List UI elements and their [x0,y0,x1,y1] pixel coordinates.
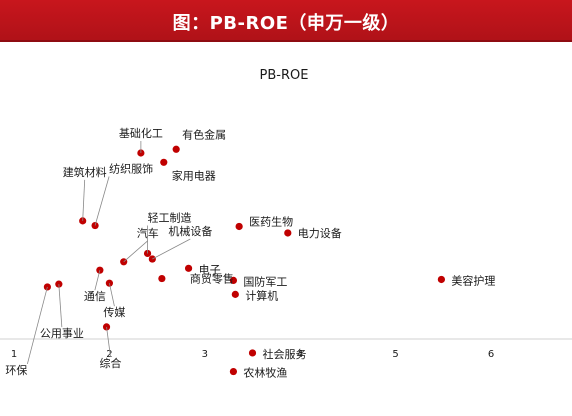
data-point [229,276,238,285]
data-label: 综合 [100,356,122,370]
data-label: 国防军工 [243,274,287,288]
x-tick-label: 2 [106,349,112,360]
x-tick-label: 1 [11,349,17,360]
leader-line [152,238,191,260]
x-tick-label: 6 [488,349,494,360]
data-label: 基础化工 [119,126,163,140]
data-point [184,264,193,272]
data-label: 环保 [5,363,27,377]
data-labels: 煤炭石油石化基础化工有色金属家用电器纺织服饰建筑材料交通运输钢铁非银金融房地产公… [5,126,495,380]
data-label: 建筑材料 [63,165,107,179]
data-label: 家用电器 [172,168,216,182]
leader-line [58,284,63,328]
data-label: 医药生物 [249,214,293,228]
data-label: 通信 [84,290,106,303]
data-label: 社会服务 [263,347,307,361]
data-point [248,349,257,357]
data-point [148,255,156,263]
data-label: 计算机 [245,288,278,302]
x-tick-label: 5 [392,349,398,360]
data-label: 美容护理 [451,273,495,287]
data-point [158,274,166,283]
data-label: 商贸零售 [190,272,234,286]
leader-line [94,176,110,226]
data-point [437,275,445,284]
x-tick-label: 4 [297,349,303,360]
data-label: 农林牧渔 [243,366,287,380]
leader-line [123,240,148,263]
data-label: 机械设备 [168,224,212,238]
leader-line [106,326,111,357]
data-label: 电子 [199,263,221,276]
data-point [231,290,239,298]
leader-line [94,270,101,291]
leader-line [82,179,86,221]
data-point [284,229,292,237]
data-point [160,158,168,166]
data-label: 纺织服饰 [109,162,153,176]
x-axis: 1 2 3 4 5 6 [0,338,572,360]
chart-title: PB-ROE [260,68,309,83]
data-point [235,222,243,231]
leader-line [109,283,115,307]
x-tick-label: 3 [202,349,208,360]
data-label: 轻工制造 [148,210,192,224]
data-point [229,367,238,376]
banner-title: 图：PB-ROE（申万一级） [172,13,400,34]
data-points [43,145,445,376]
title-banner: 图：PB-ROE（申万一级） [0,0,572,42]
data-label: 电力设备 [298,226,342,240]
data-label: 有色金属 [182,127,226,141]
leader-line [27,286,48,365]
data-point [172,145,180,153]
data-label: 公用事业 [40,327,84,340]
data-label: 传媒 [103,306,125,319]
